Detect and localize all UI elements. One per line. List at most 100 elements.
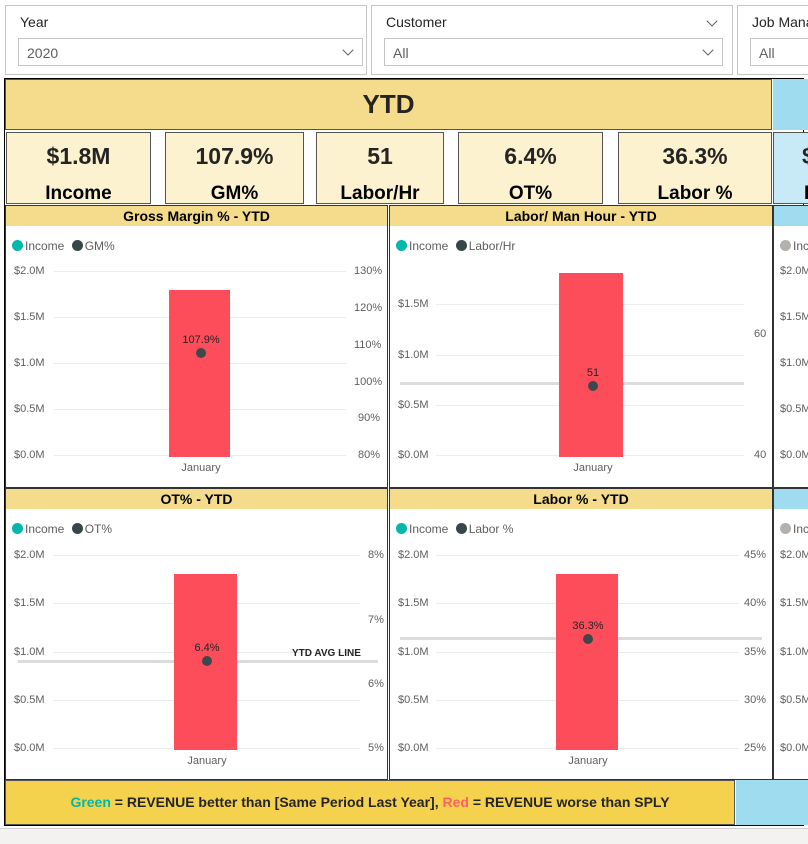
chart-labor-hour[interactable]: Labor/ Man Hour - YTD Income Labor/Hr $1… — [389, 205, 773, 488]
labor-hr-point[interactable] — [588, 381, 598, 391]
legend-label: Inc — [793, 522, 808, 536]
job-manager-dropdown-value: All — [759, 45, 775, 61]
chevron-down-icon[interactable] — [702, 44, 714, 56]
y-left-tick: $1.5M — [14, 597, 45, 609]
legend-label: OT% — [84, 522, 113, 536]
y-left-tick: $1.0M — [780, 646, 808, 658]
ytd-header: YTD — [5, 79, 772, 130]
ot-point-label: 6.4% — [194, 642, 220, 654]
kpi-ot[interactable]: 6.4% OT% — [458, 132, 603, 204]
kpi-labor-hr[interactable]: 51 Labor/Hr — [316, 132, 444, 204]
y-left-tick: $0.0M — [398, 742, 429, 754]
income-bar[interactable] — [559, 273, 623, 457]
y-left-tick: $0.0M — [780, 449, 808, 461]
y-left-tick: $0.5M — [780, 403, 808, 415]
y-left-tick: $0.5M — [398, 399, 429, 411]
legend-dot-icon — [12, 523, 23, 534]
chevron-down-icon[interactable] — [342, 44, 354, 56]
gm-point[interactable] — [196, 348, 206, 358]
kpi-value: 6.4% — [504, 143, 557, 169]
kpi-label: I — [804, 183, 808, 203]
y-left-tick: $1.0M — [780, 357, 808, 369]
page-title: YTD — [362, 89, 415, 119]
legend-dot-icon — [455, 240, 467, 251]
kpi-label: GM% — [210, 183, 259, 204]
legend-label: Labor % — [468, 522, 514, 536]
customer-dropdown[interactable]: All — [384, 38, 723, 66]
year-slicer-label: Year — [20, 14, 49, 30]
income-bar[interactable] — [169, 290, 230, 457]
legend-item-measure[interactable]: OT% — [71, 522, 113, 536]
legend-label: Income — [409, 522, 449, 536]
legend-label: Income — [25, 522, 65, 536]
legend-item-income[interactable]: Income — [12, 239, 64, 253]
y-right-tick: 45% — [744, 549, 767, 561]
legend-note: Green = REVENUE better than [Same Period… — [5, 780, 735, 825]
kpi-value: $ — [802, 143, 808, 170]
job-manager-dropdown[interactable]: All — [750, 38, 808, 66]
legend-item-measure[interactable]: GM% — [71, 239, 115, 253]
legend-item-measure[interactable]: Labor/Hr — [455, 239, 515, 253]
y-right-tick: 5% — [368, 742, 384, 754]
legend-dot-icon — [780, 523, 791, 534]
kpi-income[interactable]: $1.8M Income — [6, 132, 151, 204]
legend-dot-icon — [455, 523, 467, 534]
chart-ot[interactable]: OT% - YTD Income OT% YTD AVG LINE $2.0M … — [5, 488, 388, 780]
labor-pct-point[interactable] — [583, 634, 593, 644]
gridline — [54, 271, 346, 272]
chart-legend: Inc — [780, 522, 808, 536]
chart-title: OT% - YTD — [6, 489, 387, 509]
chart-title: Gross Margin % - YTD — [6, 206, 387, 226]
kpi-labor-pct[interactable]: 36.3% Labor % — [618, 132, 772, 204]
kpi-label: Labor % — [657, 183, 733, 204]
year-dropdown[interactable]: 2020 — [18, 38, 363, 66]
y-right-tick: 40 — [754, 449, 767, 461]
page-tabs-bar — [0, 828, 808, 844]
y-left-tick: $1.5M — [398, 298, 429, 310]
income-bar[interactable] — [556, 574, 618, 750]
chart-side-bottom[interactable]: Inc $2.0M $1.5M $1.0M $0.5M $0.0M — [773, 488, 808, 780]
legend-label: GM% — [84, 239, 115, 253]
customer-slicer[interactable]: Customer All — [371, 5, 733, 75]
legend-item-income[interactable]: Income — [396, 522, 448, 536]
chart-legend: Inc — [780, 239, 808, 253]
y-right-tick: 40% — [744, 597, 767, 609]
y-left-tick: $2.0M — [780, 265, 808, 277]
job-manager-slicer[interactable]: Job Mana All — [737, 5, 808, 75]
y-left-tick: $1.5M — [780, 311, 808, 323]
labor-hr-point-label: 51 — [586, 367, 600, 379]
note-red-word: Red — [442, 794, 469, 810]
legend-item-income[interactable]: Income — [12, 522, 64, 536]
chart-side-top[interactable]: Inc $2.0M $1.5M $1.0M $0.5M $0.0M — [773, 205, 808, 488]
year-slicer[interactable]: Year 2020 — [5, 5, 367, 75]
kpi-gm[interactable]: 107.9% GM% — [165, 132, 304, 204]
y-right-tick: 100% — [354, 376, 383, 388]
legend-dot-icon — [396, 523, 407, 534]
job-manager-slicer-label: Job Mana — [752, 14, 808, 30]
chart-gross-margin[interactable]: Gross Margin % - YTD Income GM% $2.0M $1… — [5, 205, 388, 488]
x-axis-label: January — [568, 755, 608, 767]
note-green-word: Green — [70, 794, 111, 810]
gm-point-label: 107.9% — [182, 334, 220, 346]
y-right-tick: 25% — [744, 742, 767, 754]
chart-legend: Income GM% — [12, 239, 119, 253]
kpi-extra[interactable]: $ I — [773, 132, 808, 204]
legend-item-income[interactable]: Income — [396, 239, 448, 253]
y-left-tick: $0.5M — [14, 694, 45, 706]
y-right-tick: 130% — [354, 265, 383, 277]
kpi-label: Labor/Hr — [340, 183, 420, 204]
legend-dot-icon — [12, 240, 23, 251]
chart-labor-pct[interactable]: Labor % - YTD Income Labor % $2.0M $1.5M… — [389, 488, 773, 780]
legend-item-measure[interactable]: Labor % — [455, 522, 514, 536]
y-left-tick: $0.5M — [780, 694, 808, 706]
y-right-tick: 120% — [354, 302, 383, 314]
gridline — [54, 555, 360, 556]
y-left-tick: $0.0M — [14, 742, 45, 754]
chevron-down-icon[interactable] — [706, 15, 718, 27]
ot-point[interactable] — [202, 656, 212, 666]
y-left-tick: $0.0M — [398, 449, 429, 461]
legend-label: Inc — [793, 239, 808, 253]
y-right-tick: 60 — [754, 328, 767, 340]
y-left-tick: $0.0M — [14, 449, 45, 461]
y-left-tick: $1.0M — [398, 646, 429, 658]
